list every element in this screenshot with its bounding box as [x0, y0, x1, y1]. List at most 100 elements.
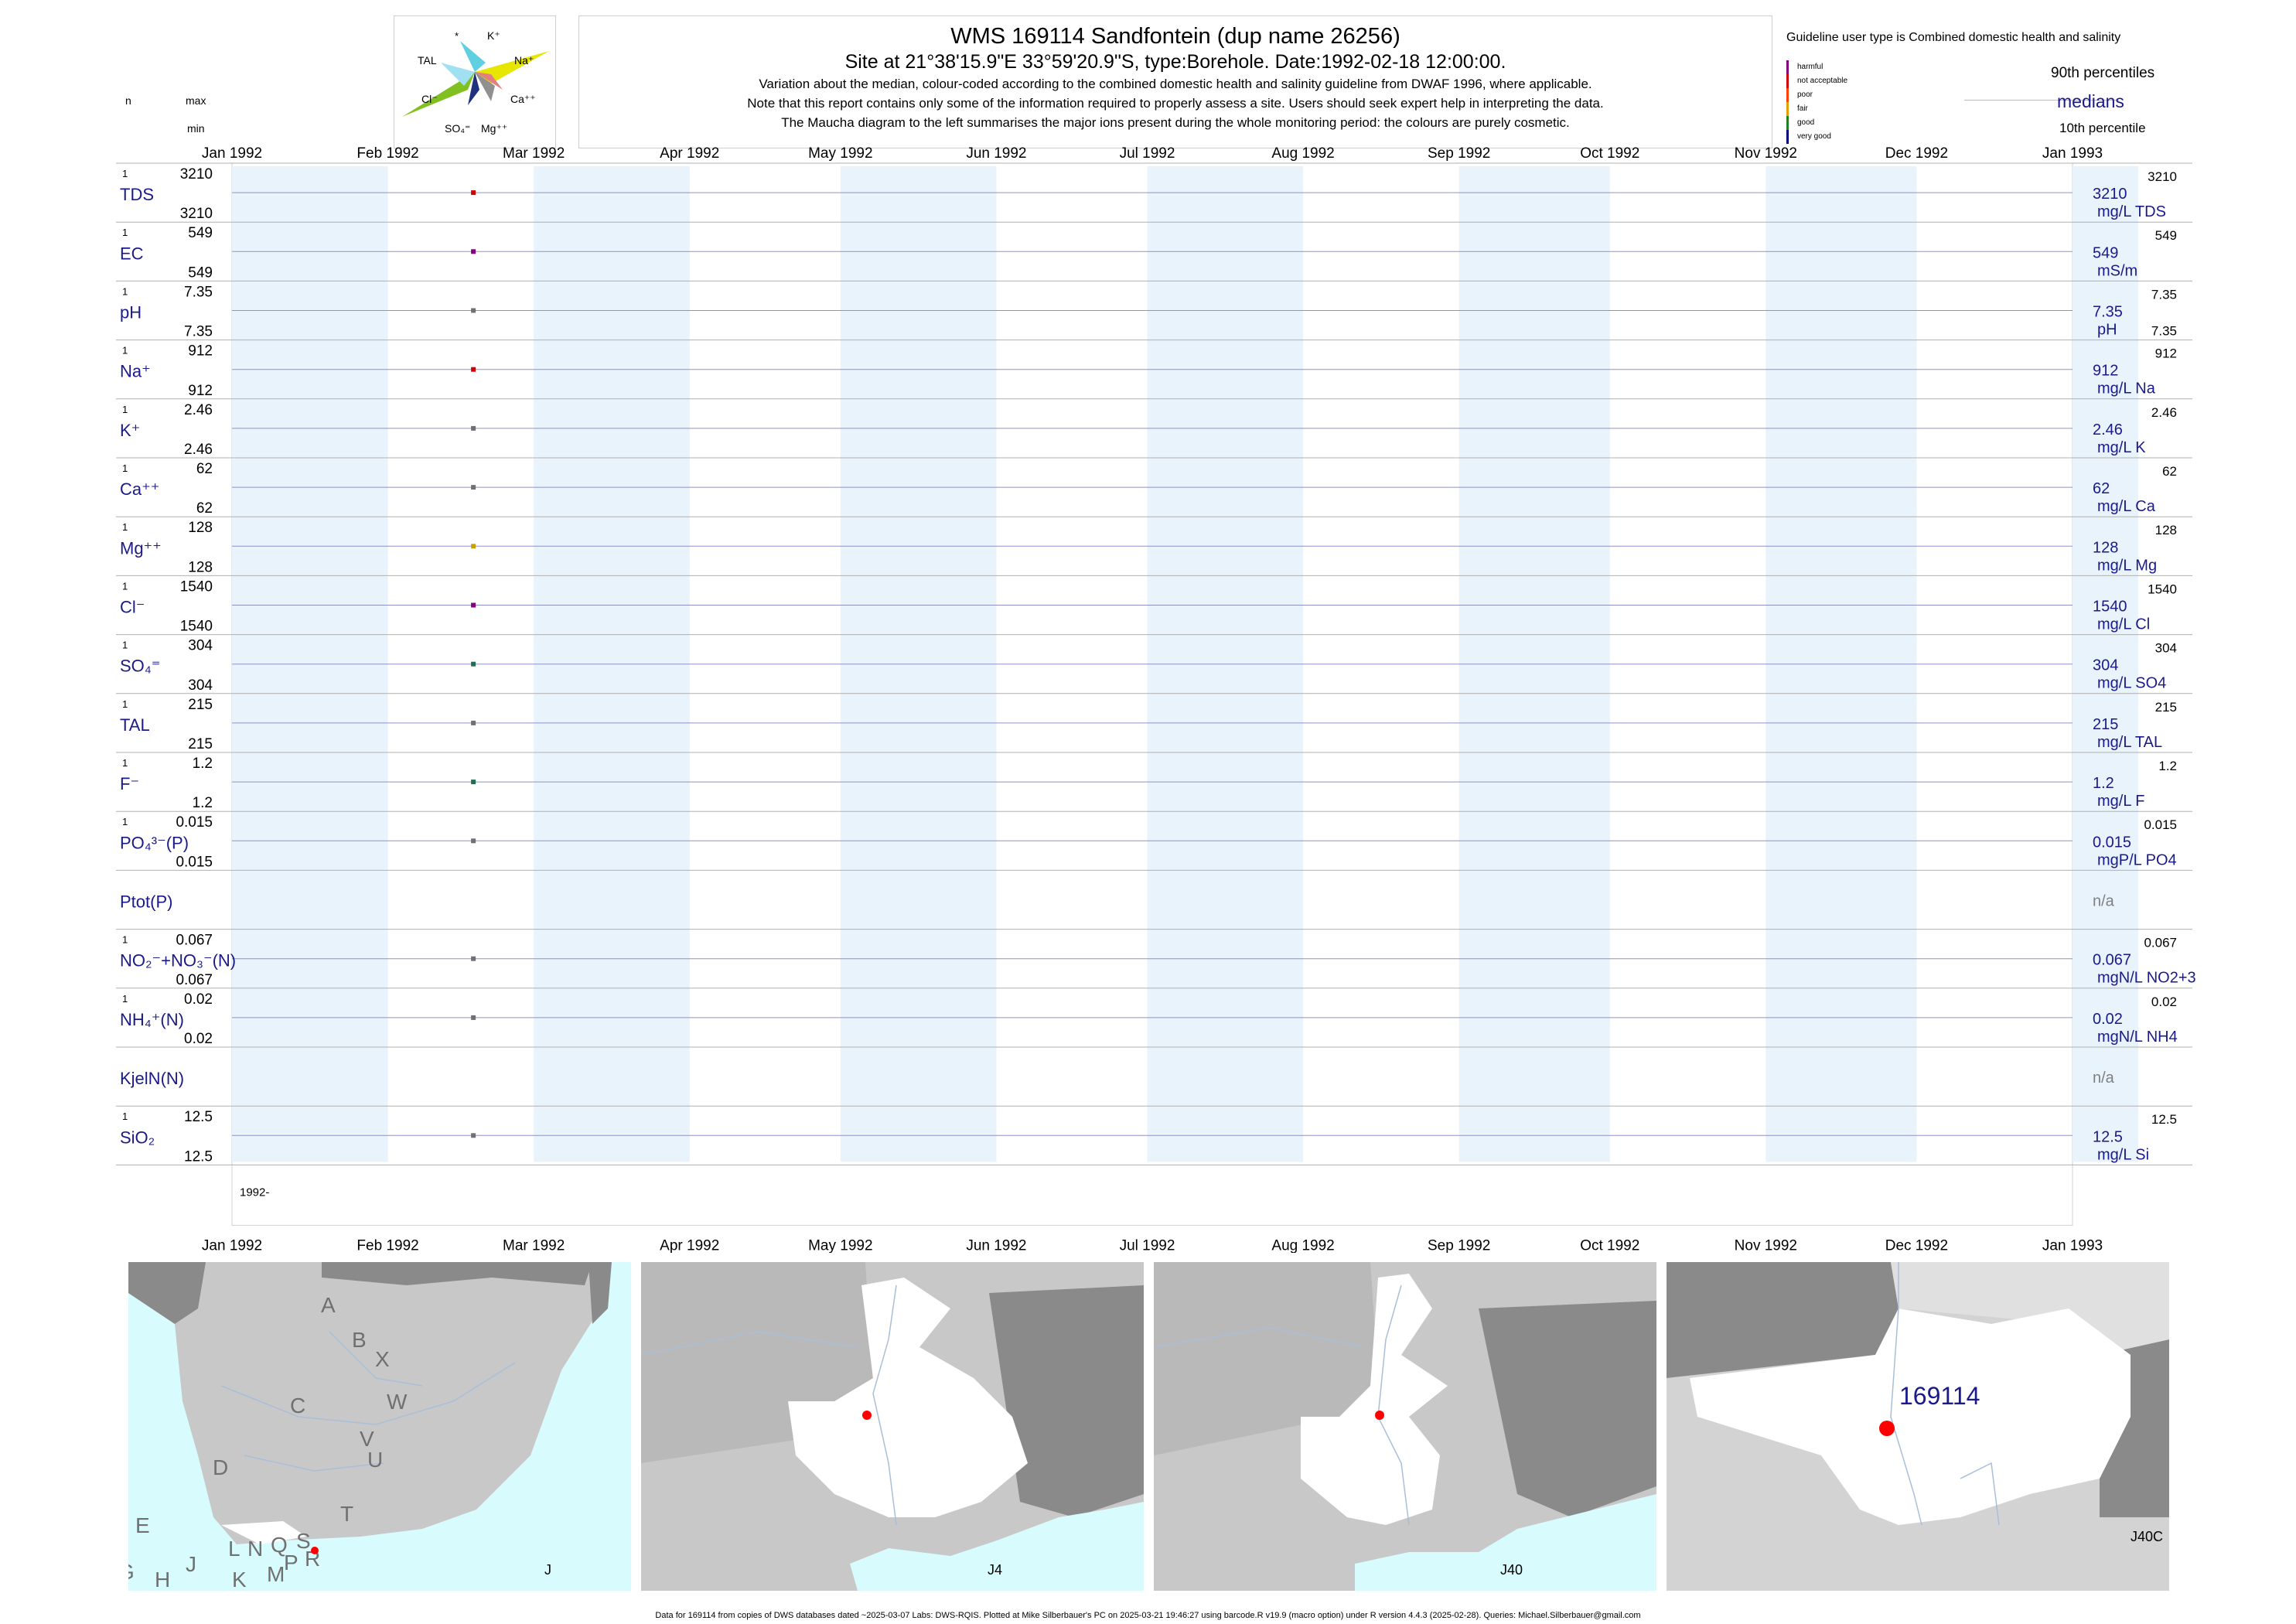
year-label: 1992-	[240, 1186, 269, 1199]
p90-value: 0.02	[2151, 995, 2177, 1009]
max-value: 62	[196, 461, 213, 477]
map1-drainage-label: K	[232, 1568, 247, 1591]
map1-catchment-j	[221, 1521, 306, 1544]
maucha-label-tal: TAL	[418, 54, 437, 67]
p90-value: 215	[2155, 700, 2177, 715]
min-value: 2.46	[184, 442, 213, 458]
p90-value: 7.35	[2151, 287, 2177, 302]
sample-count: 1	[122, 698, 128, 710]
median-value: 62	[2093, 480, 2110, 497]
map1-drainage-label: T	[340, 1502, 353, 1526]
unit-label: mgN/L NO2+3	[2097, 970, 2196, 987]
min-value: 1.2	[193, 795, 213, 811]
map1-drainage-label: E	[135, 1513, 150, 1537]
p10-label: 10th percentile	[2059, 121, 2146, 135]
map2-site-marker	[862, 1411, 872, 1420]
sample-count: 1	[122, 462, 128, 474]
map1-mozambique	[588, 1262, 612, 1324]
guideline-color-swatch	[1786, 74, 1789, 88]
month-label-bottom: Nov 1992	[1735, 1237, 1797, 1253]
guideline-color-swatch	[1786, 116, 1789, 130]
month-label-top: Apr 1992	[660, 145, 719, 162]
map1-drainage-label: J	[186, 1552, 196, 1576]
month-label-bottom: Jan 1992	[202, 1237, 262, 1253]
map2-rivers	[641, 1285, 897, 1526]
maucha-label-na: Na⁺	[514, 54, 534, 67]
p10-value: 7.35	[2151, 324, 2177, 339]
max-value: 304	[188, 638, 213, 654]
parameter-name: Na⁺	[120, 362, 151, 381]
map1-drainage-label: P	[284, 1551, 299, 1575]
sample-marker	[471, 308, 476, 313]
max-value: 1540	[180, 578, 213, 595]
parameter-name: Ca⁺⁺	[120, 479, 159, 499]
map2-sea	[850, 1502, 1144, 1591]
p90-value: 3210	[2148, 169, 2177, 184]
median-value: 128	[2093, 539, 2118, 556]
map1-drainage-label: M	[267, 1562, 285, 1586]
p90-value: 62	[2162, 464, 2177, 479]
unit-label: mg/L Na	[2097, 380, 2156, 397]
unit-label: mgN/L NH4	[2097, 1029, 2178, 1046]
min-value: 128	[188, 559, 213, 575]
sample-marker	[471, 544, 476, 549]
sample-count: 1	[122, 285, 128, 297]
month-label-top: Dec 1992	[1885, 145, 1948, 162]
p90-value: 128	[2155, 523, 2177, 537]
map1-drainage-label: A	[321, 1293, 336, 1317]
median-value: 7.35	[2093, 304, 2123, 321]
median-value: 549	[2093, 244, 2118, 261]
map2-corner-label: J4	[988, 1562, 1003, 1578]
map3-sea	[1355, 1494, 1656, 1591]
report-title-box: WMS 169114 Sandfontein (dup name 26256) …	[578, 15, 1772, 148]
sample-count: 1	[122, 168, 128, 179]
unit-label: mS/m	[2097, 262, 2137, 279]
parameter-name: NH₄⁺(N)	[120, 1010, 184, 1029]
median-value: 912	[2093, 363, 2118, 380]
min-value: 0.067	[176, 972, 213, 988]
sample-marker	[471, 780, 476, 785]
map3-corner-label: J40	[1500, 1562, 1523, 1578]
maucha-label-mg: Mg⁺⁺	[481, 122, 507, 135]
min-value: 215	[188, 736, 213, 752]
sample-marker	[471, 485, 476, 490]
max-value: 215	[188, 697, 213, 713]
parameter-name: TAL	[120, 715, 150, 735]
sample-marker	[471, 1133, 476, 1138]
median-value: 0.067	[2093, 952, 2131, 969]
month-label-bottom: Mar 1992	[503, 1237, 565, 1253]
maucha-cl-sector	[402, 72, 475, 117]
sample-marker	[471, 602, 476, 608]
median-value: 1.2	[2093, 775, 2114, 792]
sample-count: 1	[122, 934, 128, 946]
note-line-1: Variation about the median, colour-coded…	[759, 77, 1592, 91]
min-value: 1540	[180, 619, 213, 635]
map3-catchment	[1301, 1274, 1448, 1525]
header-max: max	[186, 94, 206, 107]
medians-label: medians	[2057, 91, 2124, 111]
median-value: 215	[2093, 716, 2118, 733]
month-label-bottom: Apr 1992	[660, 1237, 719, 1253]
sample-count: 1	[122, 227, 128, 238]
p90-value: 304	[2155, 641, 2177, 656]
median-value: 2.46	[2093, 421, 2123, 438]
map1-land	[128, 1262, 600, 1544]
parameter-name: EC	[120, 244, 144, 263]
max-value: 7.35	[184, 284, 213, 300]
parameter-name: pH	[120, 303, 142, 322]
guideline-title: Guideline user type is Combined domestic…	[1786, 31, 2121, 44]
map1-drainage-label: L	[228, 1537, 241, 1561]
median-value: 12.5	[2093, 1128, 2123, 1145]
p90-value: 2.46	[2151, 405, 2177, 420]
min-value: 0.015	[176, 854, 213, 870]
guideline-category-label: fair	[1797, 104, 1808, 113]
guideline-category-list: harmful not acceptable poor fair good very go…	[1786, 60, 1895, 145]
unit-label: mg/L F	[2097, 793, 2145, 810]
header-n: n	[125, 94, 131, 107]
max-value: 912	[188, 343, 213, 360]
map4-northwest	[1667, 1262, 1899, 1378]
max-value: 549	[188, 225, 213, 241]
maucha-so4-sector	[468, 72, 479, 105]
map1-rivers	[220, 1331, 516, 1472]
median-value: 0.015	[2093, 834, 2131, 851]
